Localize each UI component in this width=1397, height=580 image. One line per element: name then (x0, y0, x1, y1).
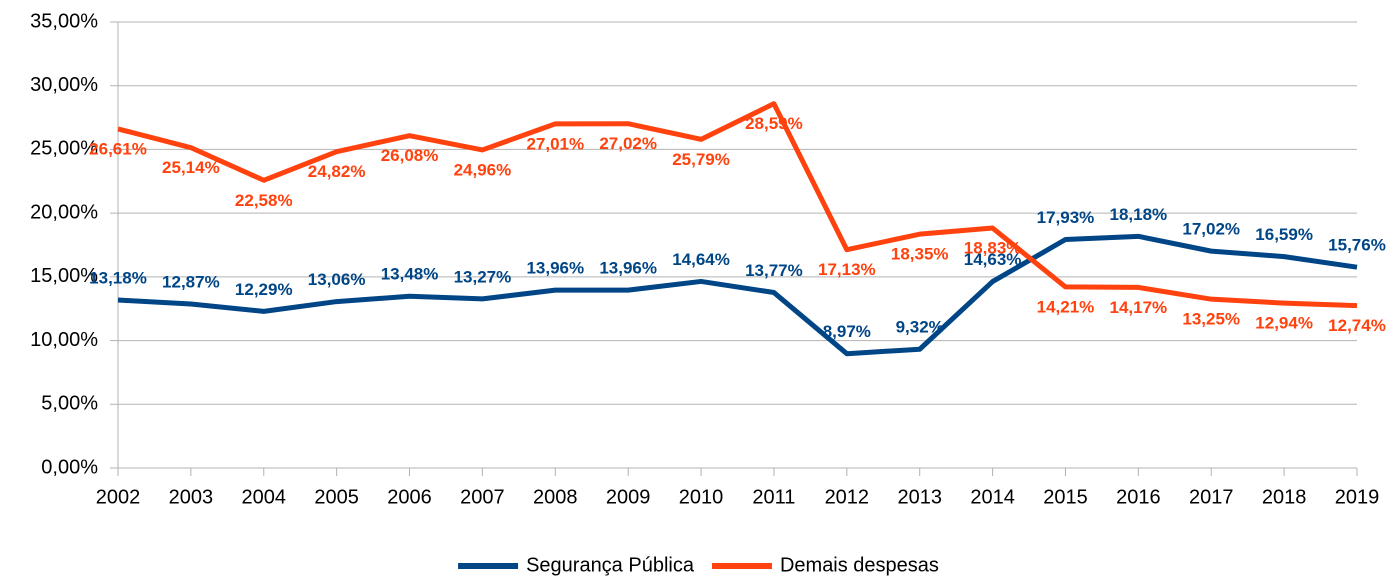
data-label: 14,63% (964, 250, 1022, 269)
data-label: 26,08% (381, 146, 439, 165)
x-tick-label: 2012 (825, 486, 870, 508)
data-label: 16,59% (1255, 225, 1313, 244)
x-tick-label: 2006 (387, 486, 432, 508)
legend: Segurança Pública Demais despesas (458, 554, 939, 576)
y-tick-label: 5,00% (41, 393, 98, 415)
data-label: 24,96% (454, 160, 512, 179)
data-label: 13,77% (745, 261, 803, 280)
x-tick-label: 2009 (606, 486, 651, 508)
x-tick-label: 2013 (897, 486, 942, 508)
legend-label: Demais despesas (780, 554, 939, 576)
y-tick-label: 20,00% (30, 201, 98, 223)
data-label: 13,06% (308, 270, 366, 289)
data-label: 12,87% (162, 272, 220, 291)
data-label: 27,02% (599, 134, 657, 153)
data-label: 13,96% (526, 259, 584, 278)
data-label: 27,01% (526, 134, 584, 153)
y-tick-label: 0,00% (41, 456, 98, 478)
data-label: 12,29% (235, 280, 293, 299)
data-label: 14,21% (1037, 297, 1095, 316)
data-label: 13,48% (381, 265, 439, 284)
series-line (117, 101, 1358, 309)
x-tick-label: 2014 (970, 486, 1015, 508)
data-label: 17,13% (818, 260, 876, 279)
x-tick-label: 2003 (169, 486, 214, 508)
data-label: 18,35% (891, 245, 949, 264)
x-tick-label: 2007 (460, 486, 505, 508)
data-label: 26,61% (89, 139, 147, 158)
x-tick-label: 2002 (96, 486, 141, 508)
x-tick-label: 2016 (1116, 486, 1161, 508)
x-tick-label: 2004 (242, 486, 287, 508)
data-label: 25,79% (672, 150, 730, 169)
data-label: 18,18% (1110, 205, 1168, 224)
data-label: 18,83% (964, 239, 1022, 258)
data-label: 17,93% (1037, 208, 1095, 227)
x-tick-label: 2017 (1189, 486, 1234, 508)
data-label: 13,18% (89, 269, 147, 288)
x-tick-label: 2018 (1262, 486, 1307, 508)
legend-label: Segurança Pública (526, 554, 695, 576)
x-tick-label: 2008 (533, 486, 578, 508)
x-tick-label: 2015 (1043, 486, 1088, 508)
data-label: 13,27% (454, 267, 512, 286)
y-tick-label: 25,00% (30, 138, 98, 160)
data-label: 25,14% (162, 158, 220, 177)
y-tick-label: 15,00% (30, 265, 98, 287)
series-line (117, 233, 1358, 357)
data-label: 28,59% (745, 114, 803, 133)
data-label: 15,76% (1328, 236, 1386, 255)
data-label: 17,02% (1182, 220, 1240, 239)
data-label: 13,25% (1182, 310, 1240, 329)
data-label: 13,96% (599, 259, 657, 278)
y-tick-label: 35,00% (30, 10, 98, 32)
y-tick-label: 30,00% (30, 74, 98, 96)
data-label: 8,97% (823, 322, 871, 341)
x-tick-label: 2005 (314, 486, 359, 508)
x-tick-label: 2010 (679, 486, 724, 508)
data-label: 12,74% (1328, 316, 1386, 335)
x-tick-label: 2011 (752, 486, 795, 508)
data-label: 14,17% (1110, 298, 1168, 317)
data-label: 9,32% (896, 318, 944, 337)
data-label: 22,58% (235, 191, 293, 210)
y-tick-label: 10,00% (30, 329, 98, 351)
data-label: 14,64% (672, 250, 730, 269)
x-tick-label: 2019 (1335, 486, 1380, 508)
data-label: 24,82% (308, 162, 366, 181)
data-label: 12,94% (1255, 314, 1313, 333)
